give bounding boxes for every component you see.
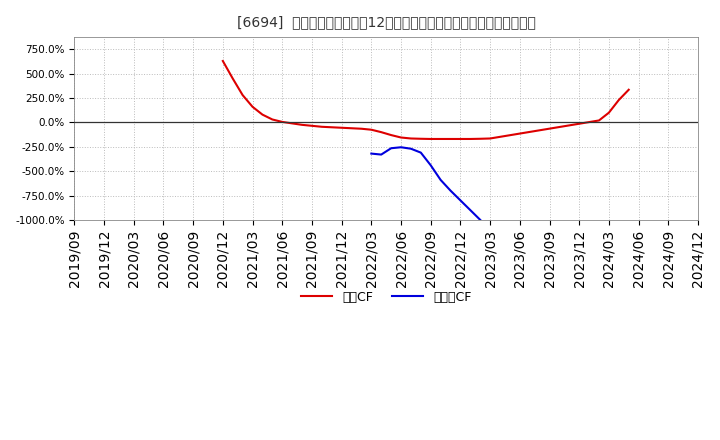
- 営業CF: [456, 136, 464, 142]
- 営業CF: [387, 132, 395, 138]
- 営業CF: [307, 123, 316, 128]
- 営業CF: [288, 121, 297, 126]
- Legend: 営業CF, フリーCF: 営業CF, フリーCF: [296, 286, 477, 309]
- フリーCF: [407, 146, 415, 151]
- 営業CF: [258, 112, 266, 117]
- 営業CF: [476, 136, 485, 141]
- フリーCF: [446, 188, 455, 193]
- フリーCF: [436, 177, 445, 183]
- 営業CF: [377, 129, 385, 135]
- 営業CF: [624, 87, 633, 92]
- 営業CF: [328, 125, 336, 130]
- フリーCF: [367, 151, 376, 156]
- 営業CF: [436, 136, 445, 142]
- 営業CF: [397, 135, 405, 140]
- 営業CF: [367, 127, 376, 132]
- 営業CF: [238, 92, 247, 98]
- フリーCF: [426, 163, 435, 168]
- 営業CF: [278, 119, 287, 125]
- Line: フリーCF: フリーCF: [372, 147, 480, 220]
- 営業CF: [595, 118, 603, 123]
- フリーCF: [387, 146, 395, 151]
- 営業CF: [268, 117, 276, 122]
- 営業CF: [337, 125, 346, 130]
- 営業CF: [426, 136, 435, 142]
- Line: 営業CF: 営業CF: [222, 61, 629, 139]
- フリーCF: [476, 217, 485, 223]
- 営業CF: [218, 59, 227, 64]
- 営業CF: [248, 104, 257, 110]
- 営業CF: [297, 122, 306, 128]
- 営業CF: [446, 136, 455, 142]
- 営業CF: [605, 110, 613, 115]
- フリーCF: [416, 150, 425, 155]
- フリーCF: [377, 152, 385, 157]
- 営業CF: [407, 136, 415, 141]
- 営業CF: [466, 136, 474, 142]
- 営業CF: [416, 136, 425, 141]
- Title: [6694]  キャッシュフローの12か月移動合計の対前年同期増減率の推移: [6694] キャッシュフローの12か月移動合計の対前年同期増減率の推移: [237, 15, 536, 29]
- 営業CF: [318, 124, 326, 129]
- 営業CF: [486, 136, 495, 141]
- 営業CF: [228, 76, 237, 81]
- 営業CF: [357, 126, 366, 132]
- フリーCF: [397, 145, 405, 150]
- 営業CF: [347, 125, 356, 131]
- 営業CF: [614, 97, 623, 103]
